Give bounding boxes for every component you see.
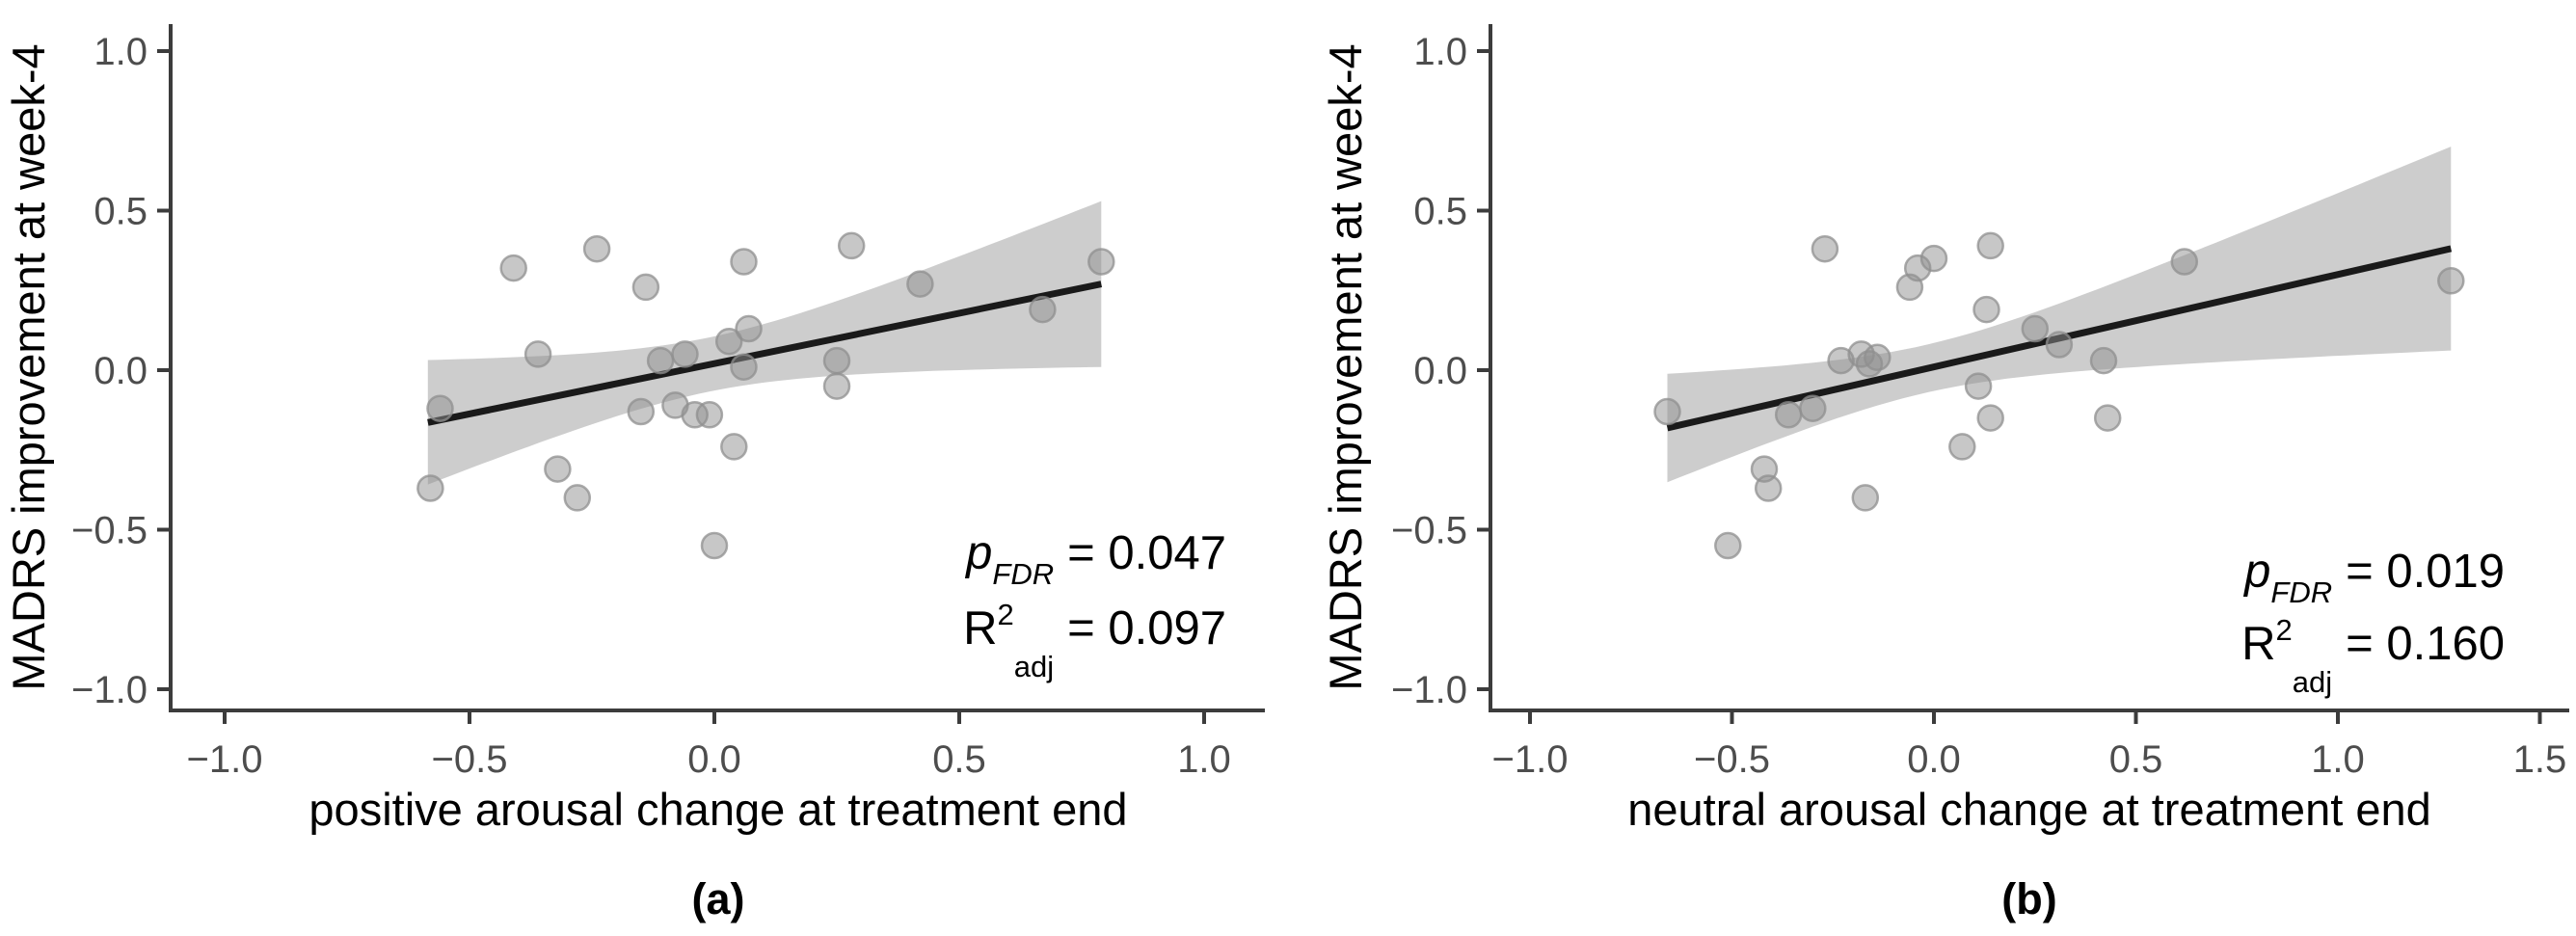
y-tick-label: −1.0 (1391, 669, 1467, 711)
p-symbol: p (2242, 546, 2270, 598)
panel-b-caption: (b) (2001, 874, 2056, 923)
regression-line (427, 281, 1103, 426)
y-tick-label: 0.5 (94, 191, 148, 233)
y-tick-label: −1.0 (71, 669, 148, 711)
x-tick-label: −0.5 (1694, 738, 1770, 781)
data-point (631, 273, 660, 302)
data-point (582, 234, 611, 263)
data-point (2093, 404, 2122, 432)
data-point (1948, 433, 1976, 461)
x-tick-label: 1.5 (2513, 738, 2567, 781)
y-tick-label: 1.0 (1413, 31, 1467, 73)
x-tick-label: −1.0 (187, 738, 263, 781)
data-point (544, 455, 572, 483)
panel-b-p-value-annotation: pFDR = 0.019 (2242, 546, 2505, 609)
x-tick-label: 1.0 (1177, 738, 1231, 781)
r-subscript: adj (1014, 650, 1054, 683)
panel-b-x-axis-title: neutral arousal change at treatment end (1627, 784, 2431, 835)
data-point (1799, 394, 1827, 422)
data-point (1029, 295, 1057, 324)
data-point (1976, 231, 2004, 260)
data-point (2045, 331, 2074, 359)
data-point (1714, 531, 1742, 560)
r2-value: = 0.160 (2346, 618, 2505, 670)
panel-a-x-axis-title: positive arousal change at treatment end (309, 784, 1127, 835)
panel-a-y-axis-title: MADRS improvement at week-4 (3, 43, 54, 690)
data-point (1851, 484, 1880, 512)
data-point (730, 353, 758, 381)
data-point (416, 474, 444, 502)
panel-a: −1.0 −0.5 0.0 0.5 1.0 1.0 0.5 0.0 −0.5 −1.0 MADRS… (3, 24, 1265, 923)
y-tick-label: 0.0 (1413, 350, 1467, 392)
y-tick-label: 1.0 (94, 31, 148, 73)
panel-a-generated-marks: −1.0 −0.5 0.0 0.5 1.0 1.0 0.5 0.0 −0.5 −1.0 (71, 24, 1265, 781)
data-point (1864, 343, 1892, 372)
panel-a-r2-annotation: R2adj = 0.097 (963, 598, 1226, 683)
confidence-band (1667, 147, 2452, 483)
data-point (523, 340, 552, 368)
data-point (1811, 234, 1839, 263)
data-point (906, 270, 934, 298)
data-point (646, 346, 675, 375)
data-point (2170, 248, 2199, 276)
data-point (1754, 474, 1783, 502)
data-point (499, 254, 527, 282)
data-point (1964, 372, 1993, 400)
data-point (1919, 244, 1948, 273)
data-point (1976, 404, 2004, 432)
data-point (2089, 346, 2118, 375)
data-point (671, 340, 699, 368)
y-tick-label: 0.5 (1413, 191, 1467, 233)
data-point (1774, 401, 1803, 429)
x-tick-label: 0.5 (932, 738, 986, 781)
r-superscript: 2 (2276, 613, 2293, 647)
panel-a-p-value-annotation: pFDR = 0.047 (964, 527, 1226, 591)
data-point (563, 484, 592, 512)
panel-b-y-axis-title: MADRS improvement at week-4 (1320, 43, 1371, 690)
x-tick-label: 0.0 (1907, 738, 1961, 781)
p-value: = 0.047 (1067, 527, 1226, 579)
data-point (735, 314, 763, 343)
data-point (695, 401, 724, 429)
x-tick-label: −1.0 (1492, 738, 1569, 781)
r-superscript: 2 (998, 598, 1014, 631)
p-subscript: FDR (992, 557, 1054, 591)
x-tick-label: 1.0 (2311, 738, 2365, 781)
data-point (426, 394, 454, 422)
y-tick-label: 0.0 (94, 350, 148, 392)
y-tick-label: −0.5 (1391, 510, 1467, 552)
data-point (627, 397, 656, 426)
r-symbol: R (2241, 618, 2275, 670)
data-point (700, 531, 729, 560)
p-value: = 0.019 (2346, 546, 2505, 598)
data-point (822, 372, 851, 400)
data-point (1653, 397, 1681, 426)
data-point (714, 327, 743, 356)
confidence-band (427, 201, 1102, 485)
x-tick-label: 0.0 (687, 738, 741, 781)
panel-b-r2-annotation: R2adj = 0.160 (2241, 613, 2505, 699)
r-subscript: adj (2293, 665, 2332, 699)
data-point (2437, 267, 2465, 295)
panel-a-caption: (a) (692, 874, 745, 923)
p-subscript: FDR (2270, 575, 2332, 609)
y-tick-label: −0.5 (71, 510, 148, 552)
panel-b-generated-marks: −1.0 −0.5 0.0 0.5 1.0 1.5 1.0 0.5 0.0 −0.5 −1.0 (1391, 24, 2569, 781)
x-tick-label: −0.5 (432, 738, 508, 781)
data-point (1087, 248, 1115, 276)
x-tick-label: 0.5 (2109, 738, 2163, 781)
panel-b: −1.0 −0.5 0.0 0.5 1.0 1.5 1.0 0.5 0.0 −0.5 −1.0 MA… (1320, 24, 2569, 923)
p-symbol: p (964, 527, 992, 579)
data-point (2021, 314, 2050, 343)
data-point (720, 433, 748, 461)
data-point (730, 248, 758, 276)
data-point (1972, 295, 2000, 324)
r2-value: = 0.097 (1067, 602, 1226, 655)
data-point (822, 346, 851, 375)
r-symbol: R (963, 602, 997, 655)
data-point (837, 231, 866, 260)
